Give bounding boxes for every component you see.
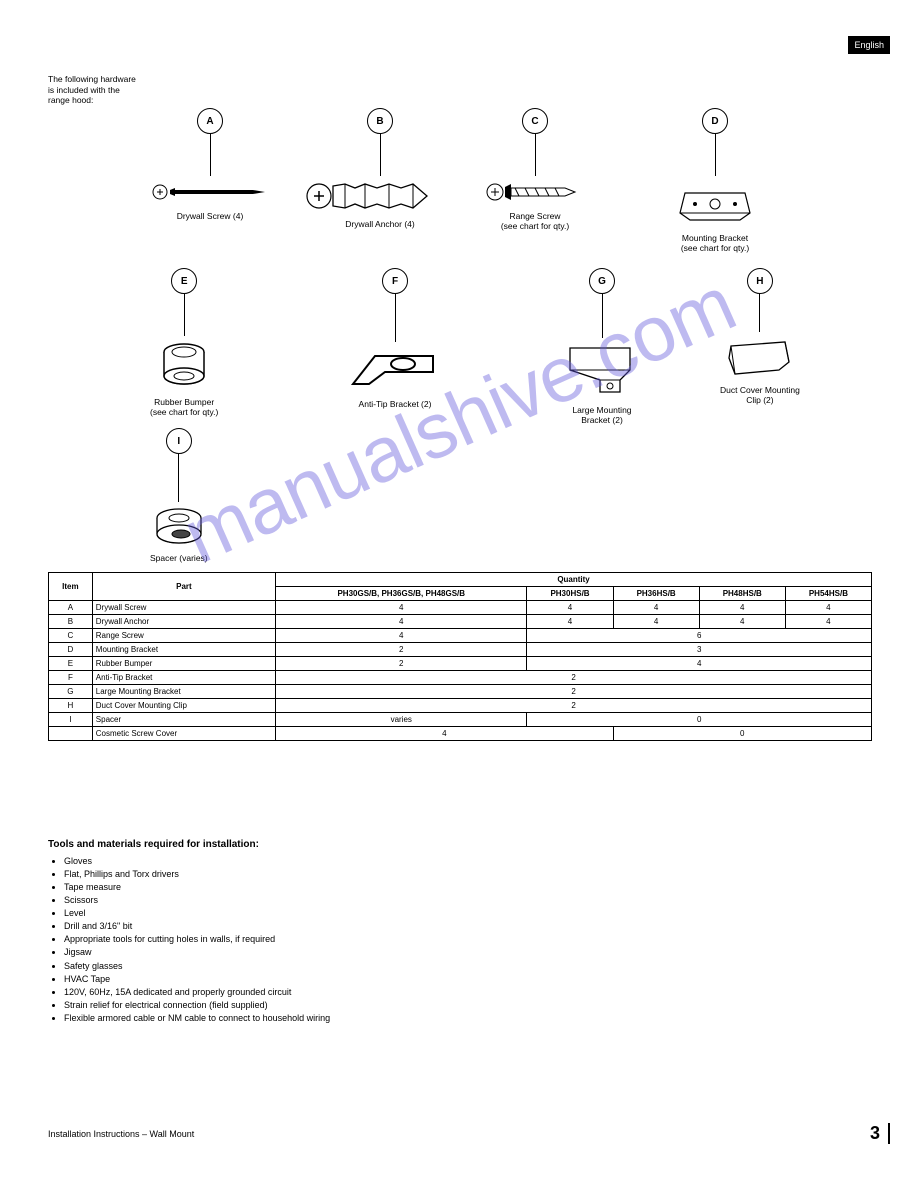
callout-D: D xyxy=(702,108,728,134)
spacer-icon xyxy=(151,504,207,548)
mounting-bracket-icon xyxy=(670,178,760,228)
anti-tip-bracket-icon xyxy=(345,344,445,394)
part-F: F Anti-Tip Bracket (2) xyxy=(345,268,445,410)
part-H-desc: Duct Cover Mounting Clip (2) xyxy=(720,386,800,406)
list-item: Scissors xyxy=(64,894,872,906)
part-A: A Drywall Screw (4) xyxy=(150,108,270,222)
callout-F: F xyxy=(382,268,408,294)
part-E-desc: Rubber Bumper (see chart for qty.) xyxy=(150,398,218,418)
list-item: Drill and 3/16" bit xyxy=(64,920,872,932)
th-qty: Quantity xyxy=(276,573,872,587)
duct-cover-clip-icon xyxy=(723,334,797,380)
list-item: Strain relief for electrical connection … xyxy=(64,999,872,1011)
part-D-desc: Mounting Bracket (see chart for qty.) xyxy=(670,234,760,254)
part-B: B Drywall Anchor (4) xyxy=(305,108,455,230)
drywall-screw-icon xyxy=(150,178,270,206)
list-item: Safety glasses xyxy=(64,960,872,972)
large-mounting-bracket-icon xyxy=(560,340,644,400)
range-screw-icon xyxy=(485,178,585,206)
th-part: Part xyxy=(92,573,275,601)
callout-H: H xyxy=(747,268,773,294)
part-I: I Spacer (varies) xyxy=(150,428,208,564)
th-model: PH54HS/B xyxy=(785,587,871,601)
list-item: HVAC Tape xyxy=(64,973,872,985)
list-item: Gloves xyxy=(64,855,872,867)
callout-B: B xyxy=(367,108,393,134)
language-tab: English xyxy=(848,36,890,54)
drywall-anchor-icon xyxy=(305,178,455,214)
part-G-desc: Large Mounting Bracket (2) xyxy=(560,406,644,426)
part-A-desc: Drywall Screw (4) xyxy=(150,212,270,222)
table-row: CRange Screw46 xyxy=(49,629,872,643)
parts-quantity-table: Item Part Quantity PH30GS/B, PH36GS/B, P… xyxy=(48,572,872,741)
table-row: HDuct Cover Mounting Clip2 xyxy=(49,699,872,713)
part-H: H Duct Cover Mounting Clip (2) xyxy=(720,268,800,406)
callout-A: A xyxy=(197,108,223,134)
list-item: Flexible armored cable or NM cable to co… xyxy=(64,1012,872,1024)
part-B-desc: Drywall Anchor (4) xyxy=(305,220,455,230)
page-number: 3 xyxy=(870,1123,890,1144)
th-model: PH48HS/B xyxy=(699,587,785,601)
th-model: PH30HS/B xyxy=(527,587,613,601)
th-model: PH36HS/B xyxy=(613,587,699,601)
footer-title: Installation Instructions – Wall Mount xyxy=(48,1129,194,1139)
list-item: Appropriate tools for cutting holes in w… xyxy=(64,933,872,945)
th-item: Item xyxy=(49,573,93,601)
table-row: DMounting Bracket23 xyxy=(49,643,872,657)
watermark: manualshive.com xyxy=(170,258,748,582)
callout-E: E xyxy=(171,268,197,294)
intro-text: The following hardware is included with … xyxy=(48,74,138,106)
tools-heading: Tools and materials required for install… xyxy=(48,838,872,852)
table-row: ADrywall Screw44444 xyxy=(49,601,872,615)
part-F-desc: Anti-Tip Bracket (2) xyxy=(345,400,445,410)
table-row: GLarge Mounting Bracket2 xyxy=(49,685,872,699)
th-model: PH30GS/B, PH36GS/B, PH48GS/B xyxy=(276,587,527,601)
list-item: Level xyxy=(64,907,872,919)
tools-section: Tools and materials required for install… xyxy=(48,838,872,1025)
callout-G: G xyxy=(589,268,615,294)
list-item: Flat, Phillips and Torx drivers xyxy=(64,868,872,880)
table-row: Cosmetic Screw Cover40 xyxy=(49,727,872,741)
callout-I: I xyxy=(166,428,192,454)
table-row: ERubber Bumper24 xyxy=(49,657,872,671)
list-item: Jigsaw xyxy=(64,946,872,958)
list-item: Tape measure xyxy=(64,881,872,893)
page-footer: Installation Instructions – Wall Mount 3 xyxy=(48,1123,890,1144)
part-C: C Range Screw (see chart for qty.) xyxy=(485,108,585,232)
callout-C: C xyxy=(522,108,548,134)
part-D: D Mounting Bracket (see chart for qty.) xyxy=(670,108,760,254)
table-row: BDrywall Anchor44444 xyxy=(49,615,872,629)
part-G: G Large Mounting Bracket (2) xyxy=(560,268,644,426)
tools-list: GlovesFlat, Phillips and Torx driversTap… xyxy=(48,855,872,1025)
part-I-desc: Spacer (varies) xyxy=(150,554,208,564)
table-row: ISpacervaries0 xyxy=(49,713,872,727)
part-E: E Rubber Bumper (see chart for qty.) xyxy=(150,268,218,418)
rubber-bumper-icon xyxy=(154,338,214,392)
table-row: FAnti-Tip Bracket2 xyxy=(49,671,872,685)
part-C-desc: Range Screw (see chart for qty.) xyxy=(485,212,585,232)
list-item: 120V, 60Hz, 15A dedicated and properly g… xyxy=(64,986,872,998)
